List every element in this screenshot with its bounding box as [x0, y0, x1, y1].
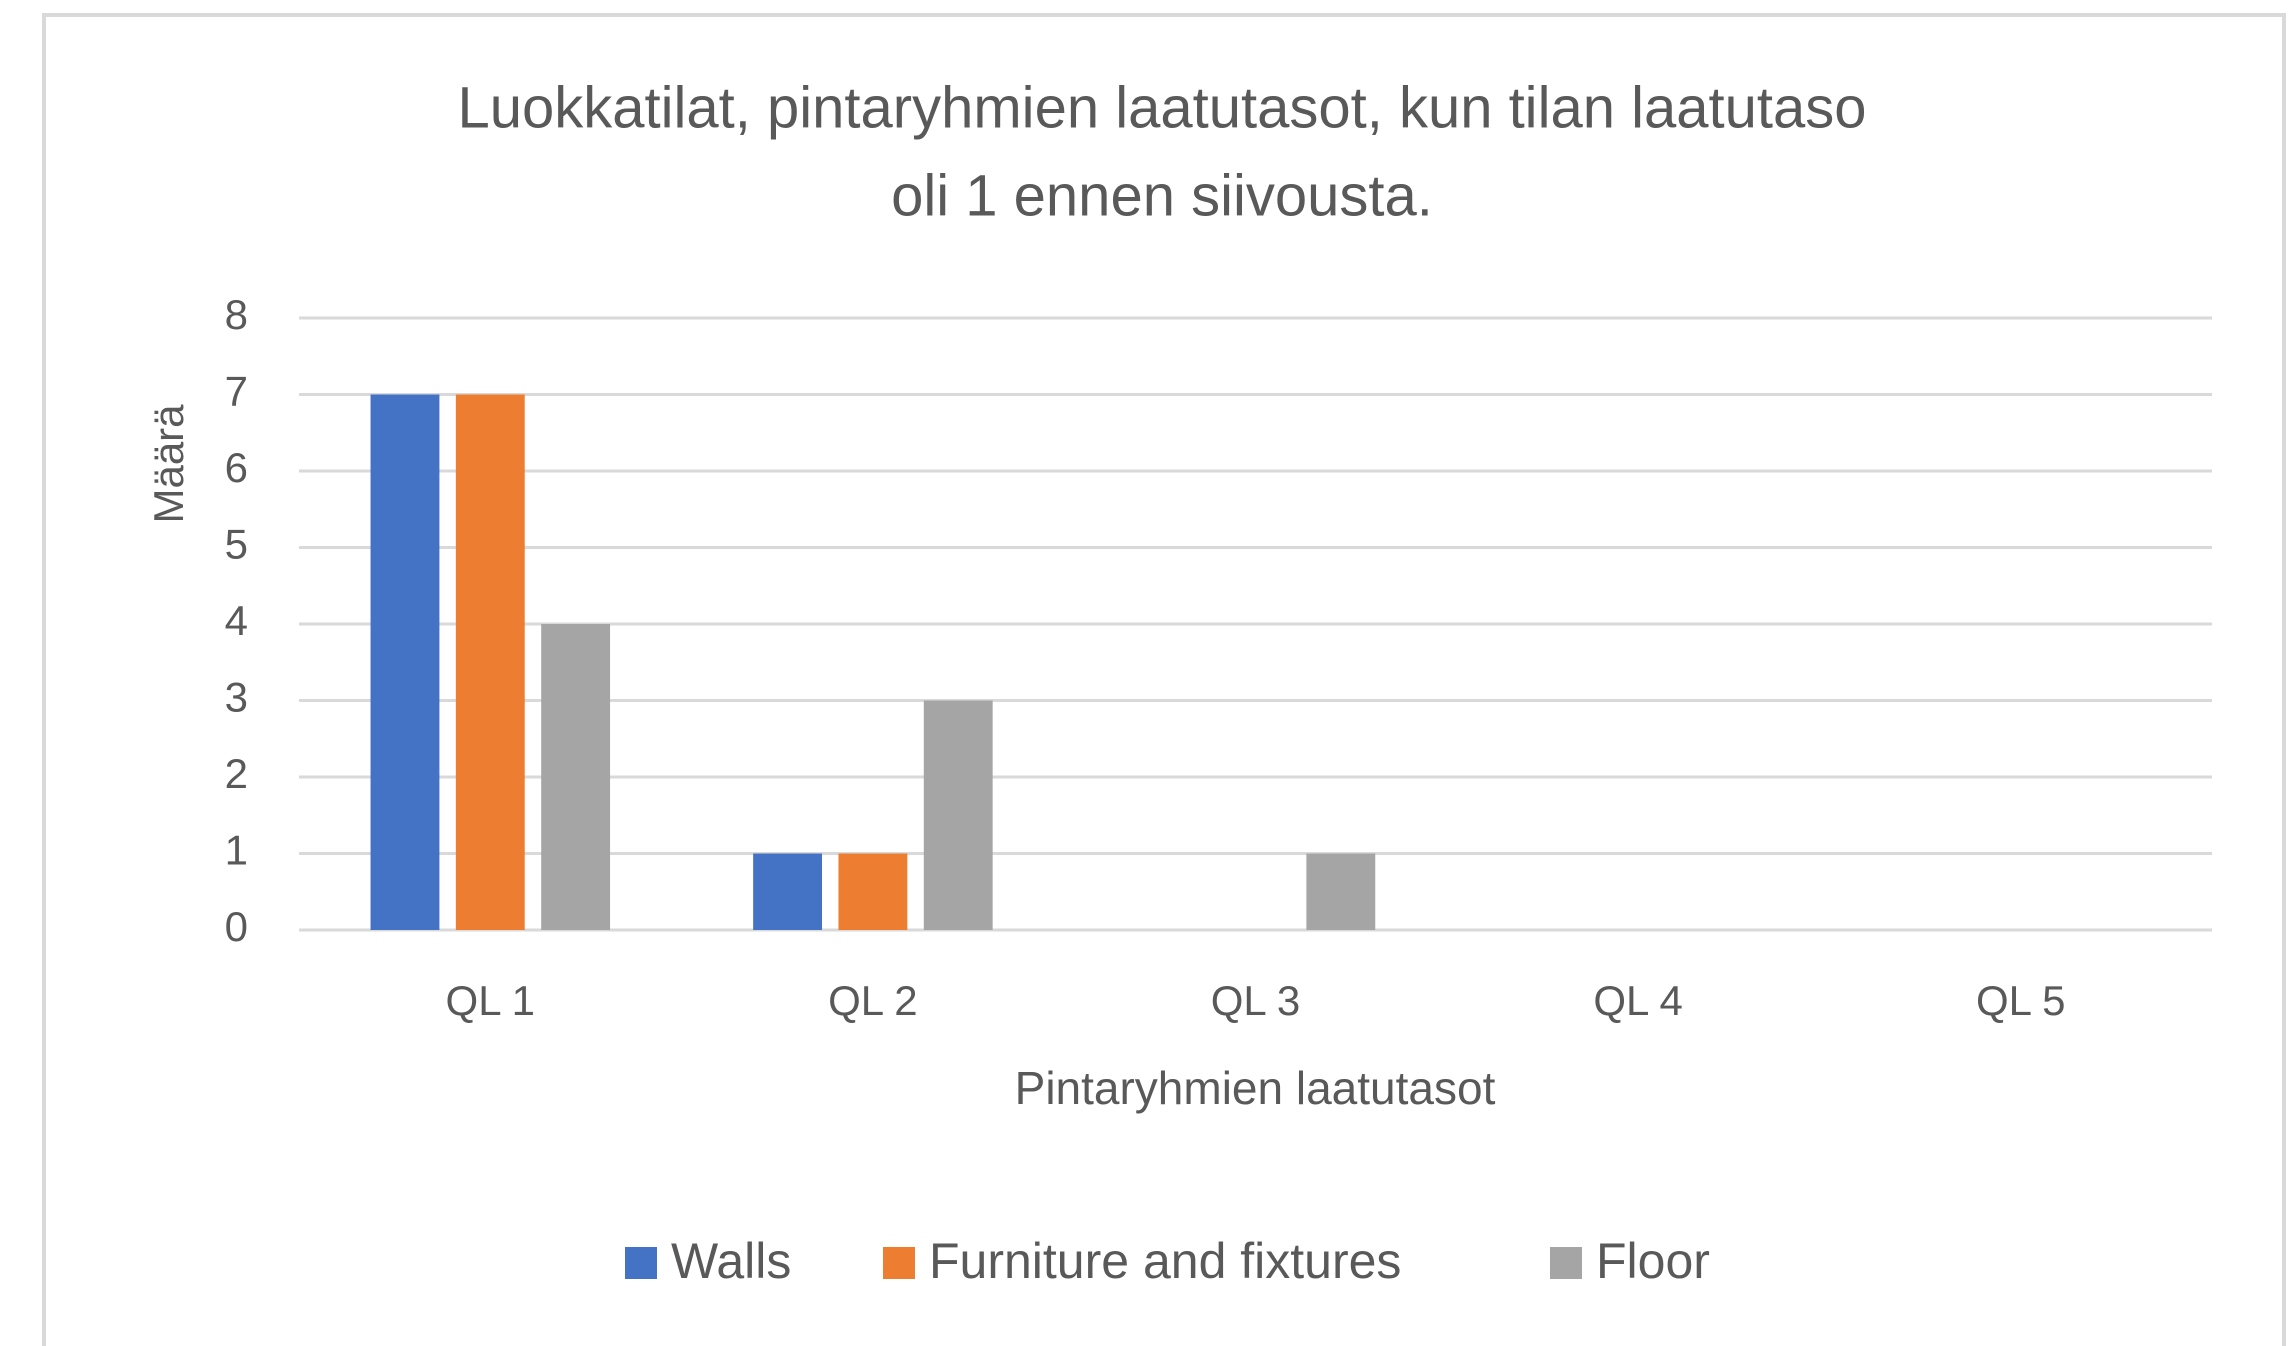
legend-swatch: [625, 1247, 657, 1279]
chart-title: oli 1 ennen siivousta.: [891, 163, 1433, 228]
legend-label: Furniture and fixtures: [929, 1233, 1401, 1289]
bar: [838, 853, 908, 930]
legend-swatch: [1550, 1247, 1582, 1279]
x-axis-title: Pintaryhmien laatutasot: [1015, 1062, 1496, 1114]
y-tick-label: 2: [225, 750, 248, 797]
x-tick-label: QL 3: [1211, 977, 1301, 1024]
y-tick-label: 6: [225, 444, 248, 491]
y-tick-label: 4: [225, 597, 248, 644]
legend-swatch: [883, 1247, 915, 1279]
chart-title: Luokkatilat, pintaryhmien laatutasot, ku…: [458, 75, 1867, 140]
x-tick-label: QL 1: [446, 977, 536, 1024]
bar: [923, 700, 993, 930]
y-tick-label: 8: [225, 291, 248, 338]
y-tick-label: 3: [225, 674, 248, 721]
y-tick-label: 1: [225, 827, 248, 874]
bar: [1306, 853, 1376, 930]
bar: [753, 853, 823, 930]
bar: [541, 624, 611, 930]
legend-label: Walls: [671, 1233, 791, 1289]
x-tick-label: QL 4: [1593, 977, 1683, 1024]
y-tick-label: 5: [225, 521, 248, 568]
y-tick-label: 7: [225, 368, 248, 415]
bar: [370, 394, 440, 930]
legend-label: Floor: [1596, 1233, 1710, 1289]
x-tick-label: QL 5: [1976, 977, 2066, 1024]
bar: [455, 394, 525, 930]
x-tick-label: QL 2: [828, 977, 918, 1024]
y-axis-title: Määrä: [145, 404, 192, 524]
y-tick-label: 0: [225, 903, 248, 950]
